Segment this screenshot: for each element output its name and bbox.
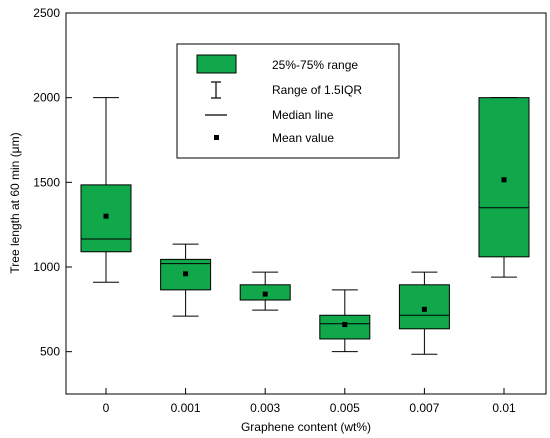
iqr-box: [319, 314, 371, 340]
x-axis-title: Graphene content (wt%): [241, 420, 371, 434]
mean-marker: [262, 291, 268, 297]
legend-whisker-swatch: [211, 81, 221, 99]
mean-marker: [183, 271, 189, 277]
legend: 25%-75% range Range of 1.5IQR Median lin…: [176, 43, 400, 159]
mean-marker: [501, 177, 507, 183]
iqr-box: [398, 284, 450, 330]
box-group: [160, 243, 212, 317]
x-tick-label: 0.005: [330, 401, 360, 415]
x-tick-label: 0.007: [409, 401, 439, 415]
y-tick-label: 1000: [33, 260, 60, 274]
iqr-box: [478, 97, 530, 258]
legend-mean-swatch: [214, 135, 219, 140]
box-group: [319, 289, 371, 353]
mean-marker: [421, 306, 427, 312]
y-axis-title: Tree length at 60 min (μm): [8, 132, 22, 273]
box-group: [239, 271, 291, 311]
legend-label-mean: Mean value: [272, 131, 334, 145]
y-tick-label: 2500: [33, 6, 60, 20]
y-tick-label: 2000: [33, 91, 60, 105]
mean-marker: [342, 322, 348, 328]
legend-box-swatch: [196, 54, 237, 74]
boxes: [80, 97, 530, 355]
box-group: [478, 97, 530, 278]
x-tick-label: 0.003: [250, 401, 280, 415]
box-group: [398, 271, 450, 355]
legend-label-median: Median line: [272, 108, 334, 122]
legend-label-box: 25%-75% range: [272, 58, 358, 72]
y-axis: 500 1000 1500 2000 2500: [33, 6, 72, 359]
plot-frame: [65, 12, 547, 395]
mean-marker: [103, 213, 109, 219]
box-group: [80, 97, 132, 283]
y-tick-label: 1500: [33, 175, 60, 189]
x-tick-label: 0.001: [171, 401, 201, 415]
x-tick-label: 0: [103, 401, 110, 415]
x-tick-label: 0.01: [492, 401, 516, 415]
y-tick-label: 500: [40, 345, 60, 359]
x-axis: 0 0.001 0.003 0.005 0.007 0.01: [103, 388, 516, 415]
legend-label-whisker: Range of 1.5IQR: [272, 83, 362, 97]
